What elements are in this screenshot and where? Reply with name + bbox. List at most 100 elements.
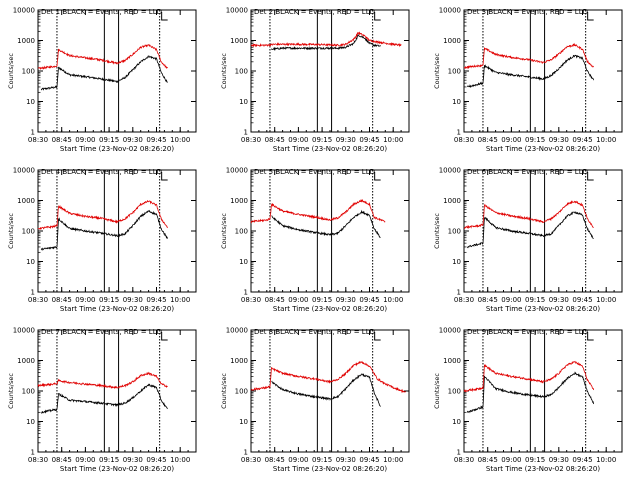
x-tick-label: 10:00 [596,296,616,304]
x-axis-label: Start Time (23-Nov-02 08:26:20) [486,145,600,153]
x-tick-label: 09:15 [99,136,119,144]
y-tick-label: 1000 [17,357,35,365]
y-tick-label: 10 [239,418,248,426]
panel-1: Det 1 BLACK = Events, RED = LLD 08:30 08:4… [7,7,197,153]
x-tick-label: 08:45 [478,296,498,304]
series-events [271,34,381,52]
x-tick-label: 09:30 [549,296,569,304]
y-tick-label: 10000 [226,7,248,15]
y-tick-label: 10000 [439,7,461,15]
y-tick-label: 100 [448,228,461,236]
x-tick-label: 09:45 [359,296,379,304]
x-tick-label: 08:45 [478,456,498,464]
x-tick-label: 09:45 [572,296,592,304]
series-events [466,371,594,414]
plot-frame [250,329,410,453]
y-tick-label: 1000 [17,37,35,45]
range-bracket [161,12,168,21]
y-tick-label: 10000 [226,167,248,175]
panel-title: Det 8 BLACK = Events, RED = LLD [254,328,375,336]
x-axis-label: Start Time (23-Nov-02 08:26:20) [273,305,387,313]
y-tick-label: 1 [244,449,248,457]
y-axis-label: Counts/sec [7,373,15,409]
series-events [271,209,381,238]
x-tick-label: 08:30 [454,296,474,304]
x-tick-label: 09:15 [525,296,545,304]
x-tick-label: 09:30 [336,456,356,464]
x-tick-label: 09:15 [99,296,119,304]
x-tick-label: 09:15 [525,456,545,464]
x-tick-label: 09:30 [123,456,143,464]
y-tick-label: 10 [239,258,248,266]
x-tick-label: 09:00 [501,456,521,464]
y-tick-label: 1 [457,289,461,297]
y-tick-label: 100 [235,68,248,76]
y-tick-label: 100 [235,228,248,236]
y-tick-label: 100 [22,388,35,396]
y-tick-label: 10000 [439,327,461,335]
x-tick-label: 10:00 [170,296,190,304]
x-tick-label: 09:15 [525,136,545,144]
x-tick-label: 10:00 [170,136,190,144]
y-tick-label: 1000 [443,37,461,45]
x-tick-label: 09:15 [312,456,332,464]
x-tick-label: 09:30 [336,136,356,144]
y-tick-label: 1000 [230,357,248,365]
y-tick-label: 100 [22,68,35,76]
x-tick-label: 09:45 [146,136,166,144]
y-tick-label: 10000 [13,167,35,175]
y-tick-label: 10 [26,98,35,106]
panel-8: Det 8 BLACK = Events, RED = LLD 08:30 08:4… [220,327,410,473]
series-events [40,383,168,414]
y-tick-label: 10 [452,98,461,106]
series-lld [37,43,168,71]
series-lld [250,198,386,224]
y-axis-label: Counts/sec [433,53,441,89]
series-lld [250,360,407,394]
x-tick-label: 09:00 [75,296,95,304]
panel-title: Det 7 BLACK = Events, RED = LLD [41,328,162,336]
range-bracket [587,332,594,341]
panel-title: Det 3 BLACK = Events, RED = LLD [467,8,588,16]
y-axis-label: Counts/sec [433,213,441,249]
x-tick-label: 08:45 [478,136,498,144]
panel-6: Det 6 BLACK = Events, RED = LLD 08:30 08:4… [433,167,623,313]
y-tick-label: 1 [31,449,35,457]
x-tick-label: 08:45 [52,136,72,144]
plot-frame [250,169,410,293]
y-tick-label: 10 [239,98,248,106]
panel-7: Det 7 BLACK = Events, RED = LLD 08:30 08:4… [7,327,197,473]
y-tick-label: 1000 [230,197,248,205]
x-tick-label: 10:00 [383,296,403,304]
y-axis-label: Counts/sec [7,213,15,249]
x-tick-label: 10:00 [596,456,616,464]
x-tick-label: 09:00 [501,136,521,144]
x-tick-label: 09:30 [123,136,143,144]
x-tick-label: 08:45 [52,296,72,304]
panel-title: Det 4 BLACK = Events, RED = LLD [41,168,162,176]
range-bracket [374,12,381,21]
x-tick-label: 08:30 [454,456,474,464]
x-tick-label: 08:30 [28,136,48,144]
x-axis-label: Start Time (23-Nov-02 08:26:20) [60,465,174,473]
panel-4: Det 4 BLACK = Events, RED = LLD 08:30 08:4… [7,167,197,313]
range-bracket [374,172,381,181]
x-tick-label: 08:30 [454,136,474,144]
panel-title: Det 6 BLACK = Events, RED = LLD [467,168,588,176]
panel-3: Det 3 BLACK = Events, RED = LLD 08:30 08:4… [433,7,623,153]
panel-title: Det 2 BLACK = Events, RED = LLD [254,8,375,16]
x-tick-label: 09:45 [146,296,166,304]
range-bracket [161,332,168,341]
panel-9: Det 9 BLACK = Events, RED = LLD 08:30 08:4… [433,327,623,473]
x-axis-label: Start Time (23-Nov-02 08:26:20) [486,305,600,313]
range-bracket [587,12,594,21]
x-tick-label: 09:00 [501,296,521,304]
y-axis-label: Counts/sec [220,373,228,409]
y-tick-label: 10 [452,418,461,426]
x-tick-label: 09:00 [75,456,95,464]
x-tick-label: 09:15 [312,296,332,304]
plot-frame [250,9,410,133]
y-axis-label: Counts/sec [220,53,228,89]
y-tick-label: 1000 [443,197,461,205]
